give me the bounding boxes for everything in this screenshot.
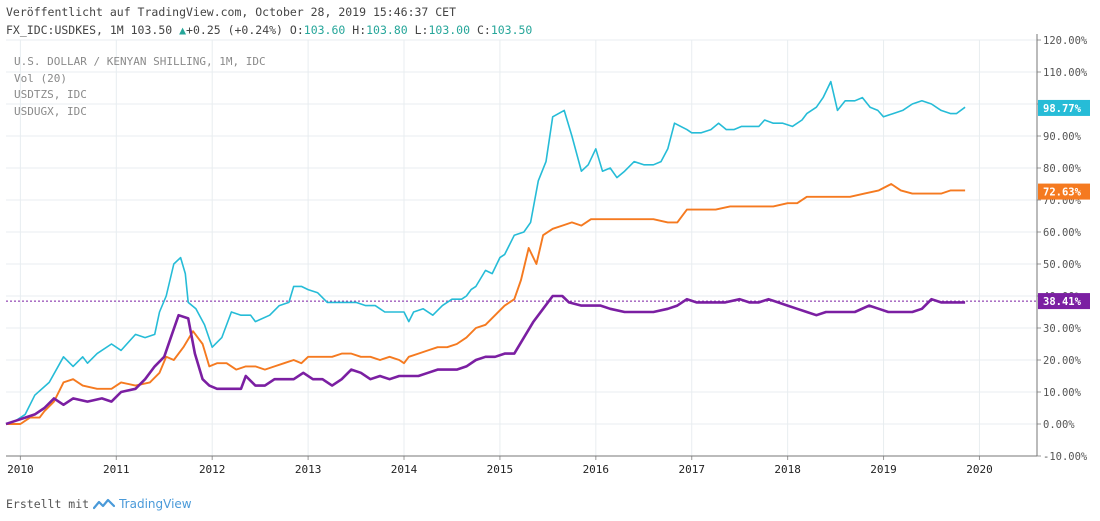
y-tick-label: 60.00%: [1043, 227, 1082, 239]
footer: Erstellt mit TradingView: [6, 497, 192, 511]
open-label: O:: [289, 23, 304, 37]
published-line: Veröffentlicht auf TradingView.com, Octo…: [6, 5, 457, 19]
x-tick-label: 2016: [583, 463, 610, 476]
made-with-label: Erstellt mit: [6, 497, 90, 511]
tzs-last-value-tag-bg: [1038, 183, 1090, 200]
symbol-label: FX_IDC:USDKES, 1M 103.50: [6, 23, 173, 37]
x-tick-label: 2011: [103, 463, 130, 476]
last-value-tags: 98.77% 72.63% 38.41%: [1038, 99, 1090, 310]
high-label: H:: [352, 23, 367, 37]
tradingview-logo-icon[interactable]: [93, 498, 116, 510]
chart-series: [5, 80, 1037, 426]
tzs-last-value-tag: 72.63%: [1043, 187, 1082, 199]
legend-item-tzs[interactable]: USDTZS, IDC: [14, 88, 87, 101]
change-value: +0.25 (+0.24%): [186, 23, 283, 37]
x-tick-label: 2014: [391, 463, 418, 476]
x-tick-label: 2018: [774, 463, 801, 476]
tzs-series-line[interactable]: [6, 183, 966, 425]
ugx-last-value-tag: 38.41%: [1043, 296, 1082, 308]
chart-legend: U.S. DOLLAR / KENYAN SHILLING, 1M, IDC V…: [14, 54, 266, 120]
ugx-last-value-tag-bg: [1038, 293, 1090, 310]
y-tick-label: 10.00%: [1043, 387, 1082, 399]
low-value: 103.00: [428, 23, 471, 37]
y-tick-label: 80.00%: [1043, 163, 1082, 175]
x-tick-label: 2015: [487, 463, 514, 476]
close-label: C:: [476, 23, 491, 37]
y-tick-label: 120.00%: [1043, 35, 1088, 47]
close-value: 103.50: [490, 23, 533, 37]
kes-last-value-tag: 98.77%: [1043, 103, 1082, 115]
y-tick-label: 0.00%: [1043, 419, 1075, 431]
high-value: 103.80: [366, 23, 408, 37]
legend-item-volume[interactable]: Vol (20): [14, 71, 67, 85]
chart[interactable]: 2010 2011 2012 2013 2014 2015 2016 2017 2018 2019…: [0, 0, 1100, 490]
ugx-series-line[interactable]: [5, 294, 966, 426]
low-label: L:: [414, 23, 429, 37]
y-tick-label: 30.00%: [1043, 323, 1082, 335]
x-tick-label: 2012: [199, 463, 226, 476]
x-tick-label: 2017: [678, 463, 705, 476]
legend-item-kes[interactable]: U.S. DOLLAR / KENYAN SHILLING, 1M, IDC: [14, 55, 266, 68]
symbol-line: FX_IDC:USDKES, 1M 103.50 ▲+0.25 (+0.24%)…: [6, 23, 532, 37]
x-tick-label: 2013: [295, 463, 322, 476]
x-axis: 2010 2011 2012 2013 2014 2015 2016 2017 2018 2019…: [6, 455, 1037, 476]
y-tick-label: 20.00%: [1043, 355, 1082, 367]
y-tick-label: -10.00%: [1043, 451, 1088, 463]
kes-series-line[interactable]: [5, 80, 966, 425]
x-tick-label: 2020: [966, 463, 993, 476]
x-tick-label: 2010: [7, 463, 34, 476]
y-tick-label: 110.00%: [1043, 67, 1088, 79]
kes-last-value-tag-bg: [1038, 99, 1090, 116]
up-arrow-icon: ▲: [179, 23, 187, 37]
x-tick-label: 2019: [870, 463, 897, 476]
open-value: 103.60: [303, 23, 346, 37]
y-axis: -10.00%0.00%10.00%20.00%30.00%40.00%50.0…: [1036, 34, 1088, 463]
y-tick-label: 90.00%: [1043, 131, 1082, 143]
tradingview-brand-link[interactable]: TradingView: [119, 497, 192, 511]
y-tick-label: 50.00%: [1043, 259, 1082, 271]
legend-item-ugx[interactable]: USDUGX, IDC: [14, 104, 87, 118]
